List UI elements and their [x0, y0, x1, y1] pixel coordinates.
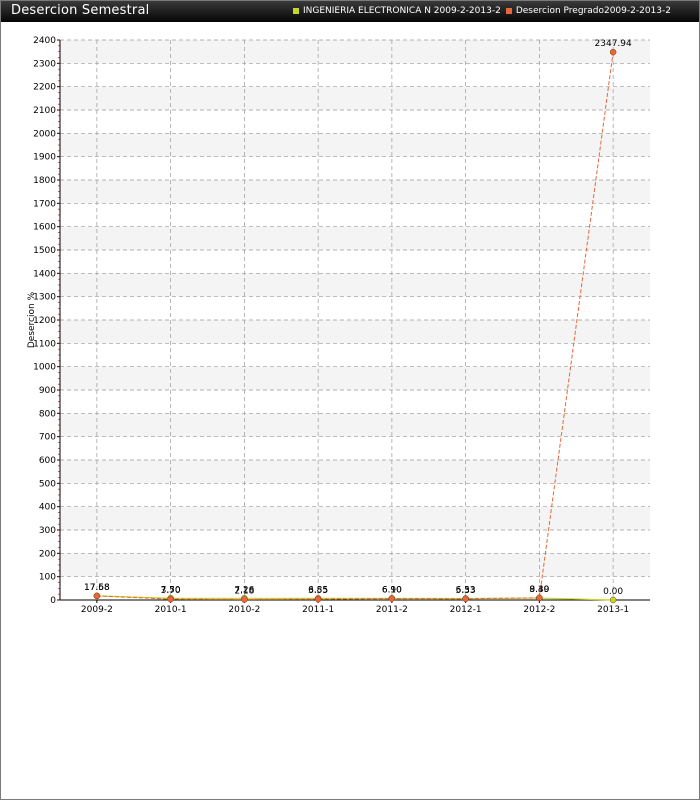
series-2-data-label: 3.70: [161, 586, 181, 596]
grid-band: [60, 273, 650, 297]
x-tick-label: 2009-2: [81, 605, 113, 615]
grid-band: [60, 553, 650, 577]
series-2-point: [241, 596, 248, 603]
series-1-data-label: 6.90: [382, 585, 402, 595]
series-1-data-label: 6.85: [308, 585, 328, 595]
series-2-data-label: 9.40: [529, 585, 549, 595]
grid-band: [60, 413, 650, 437]
y-axis-label: Desercion %: [27, 291, 37, 348]
grid-band: [60, 180, 650, 204]
grid-band: [60, 460, 650, 484]
legend-swatch-series-2: [505, 8, 512, 14]
grid-band: [60, 86, 650, 110]
series-2-point: [462, 595, 469, 603]
y-tick-label: 500: [39, 479, 56, 489]
series-2-point: [93, 592, 101, 600]
grid-band: [60, 506, 650, 530]
series-2-point: [388, 595, 396, 602]
y-tick-label: 200: [39, 549, 56, 559]
grid-band: [60, 133, 650, 157]
series-2-data-label: 2347.94: [595, 39, 632, 49]
legend-item-series-2[interactable]: Desercion Pregrado2009-2-2013-2: [505, 6, 671, 16]
legend-item-series-1[interactable]: INGENIERIA ELECTRONICA N 2009-2-2013-2: [292, 6, 501, 16]
series-2-data-label: 5.33: [456, 586, 476, 596]
y-tick-label: 1100: [33, 339, 56, 349]
grid-band: [60, 40, 650, 64]
x-tick-label: 2011-2: [376, 605, 408, 615]
series-2-data-label: 6.10: [382, 586, 402, 596]
y-tick-label: 400: [39, 503, 56, 513]
panel-title: Desercion Semestral: [11, 3, 150, 18]
y-tick-label: 800: [39, 409, 56, 419]
y-tick-label: 2400: [33, 36, 56, 46]
y-tick-label: 1000: [33, 363, 56, 373]
y-tick-label: 1900: [33, 153, 56, 163]
series-1-point: [609, 596, 617, 604]
x-tick-label: 2011-1: [302, 605, 334, 615]
x-tick-label: 2013-1: [597, 605, 629, 615]
series-2-data-label: 3.55: [308, 586, 328, 596]
y-tick-label: 300: [39, 526, 56, 536]
series-2-point: [609, 48, 617, 56]
y-tick-label: 2000: [33, 129, 56, 139]
y-tick-label: 700: [39, 433, 56, 443]
y-tick-label: 2300: [33, 59, 56, 69]
series-line-2: [96, 52, 614, 600]
series-2-point: [536, 594, 543, 602]
series-1-data-label: 6.53: [456, 585, 476, 595]
legend-swatch-series-1: [292, 8, 299, 14]
x-tick-label: 2010-1: [155, 605, 187, 615]
series-2-point: [314, 595, 322, 603]
legend-label-series-1: INGENIERIA ELECTRONICA N 2009-2-2013-2: [302, 6, 501, 16]
y-tick-label: 600: [39, 456, 56, 466]
chart-legend: INGENIERIA ELECTRONICA N 2009-2-2013-2 D…: [288, 6, 671, 16]
panel-header: Desercion Semestral INGENIERIA ELECTRONI…: [1, 1, 699, 22]
y-tick-label: 1500: [33, 246, 56, 256]
grid-band: [60, 226, 650, 250]
y-tick-label: 1200: [33, 316, 56, 326]
series-1-data-label: 7.50: [161, 585, 181, 595]
y-tick-label: 1800: [33, 176, 56, 186]
series-2-data-label: 2.18: [234, 586, 254, 596]
grid-band: [60, 366, 650, 390]
x-tick-label: 2010-2: [228, 605, 260, 615]
series-2-point: [167, 595, 174, 603]
grid-band: [60, 320, 650, 344]
y-tick-label: 2200: [33, 83, 56, 93]
y-tick-label: 1300: [33, 293, 56, 303]
y-tick-label: 100: [39, 573, 56, 583]
y-tick-label: 2100: [33, 106, 56, 116]
x-tick-label: 2012-1: [450, 605, 482, 615]
series-1-data-label: 0.00: [603, 587, 623, 597]
y-tick-label: 1400: [33, 269, 56, 279]
y-tick-label: 900: [39, 386, 56, 396]
series-1-data-label: 7.26: [234, 585, 254, 595]
series-1-data-label: 8.39: [529, 585, 549, 595]
legend-label-series-2: Desercion Pregrado2009-2-2013-2: [515, 6, 671, 16]
y-tick-label: 1600: [33, 223, 56, 233]
x-tick-label: 2012-2: [523, 605, 555, 615]
series-2-data-label: 17.58: [84, 583, 110, 593]
series-1-data-label: 17.68: [84, 583, 110, 593]
y-tick-label: 1700: [33, 199, 56, 209]
y-tick-label: 0: [50, 596, 56, 606]
